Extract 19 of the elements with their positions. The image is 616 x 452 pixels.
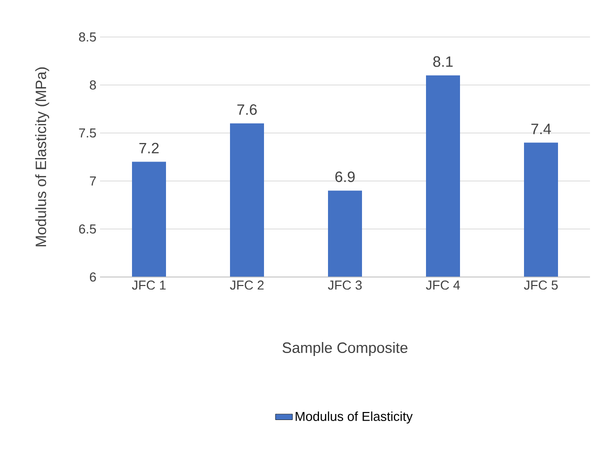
y-tick-label: 7 [90,176,96,186]
data-label: 7.4 [531,124,551,134]
x-axis-title: Sample Composite [282,342,408,356]
x-tick-label: JFC 4 [426,280,460,290]
y-tick-label: 8 [90,80,96,90]
legend-label: Modulus of Elasticity [296,411,413,424]
x-tick-label: JFC 5 [524,280,558,290]
x-tick-label: JFC 3 [328,280,362,290]
data-label: 6.9 [335,171,355,182]
data-label: 7.6 [237,104,257,115]
data-label: 8.1 [433,56,453,67]
y-tick-label: 7.5 [79,128,96,138]
y-axis-title: Modulus of Elasticity (MPa) [35,67,50,246]
y-tick-label: 8.5 [79,32,96,42]
y-tick-label: 6.5 [79,224,96,234]
data-label: 7.2 [139,142,159,154]
x-tick-label: JFC 1 [132,280,166,290]
y-tick-label: 6 [90,272,96,282]
x-tick-label: JFC 2 [230,280,264,290]
